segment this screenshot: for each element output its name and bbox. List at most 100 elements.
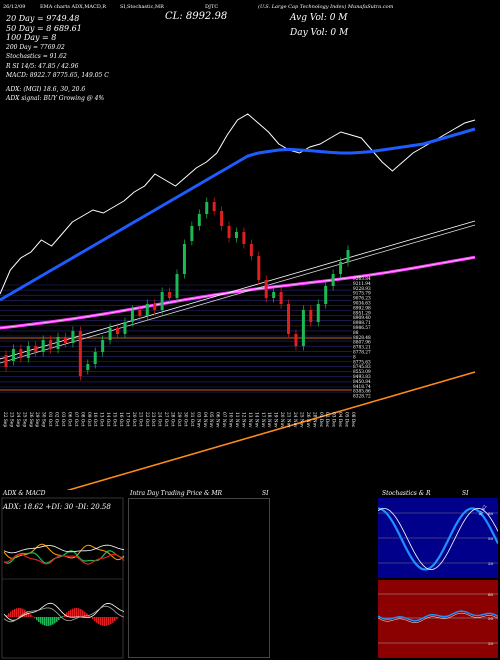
date-tick-label: 07 Nov <box>221 412 226 428</box>
price-tick-label: 9263.84 <box>353 277 371 282</box>
price-tick-label: 8807.96 <box>353 341 371 346</box>
indicator-list: EMA charts ADX,MACD,R <box>40 4 107 10</box>
macd-bar <box>76 608 78 617</box>
date-tick-label: 27 Oct <box>163 412 168 427</box>
macd-bar <box>96 617 98 623</box>
rsi-level-label: 50 <box>488 616 494 621</box>
price-tick-label: 8778.27 <box>353 351 371 356</box>
date-tick-label: 26 Nov <box>305 412 310 428</box>
macd-bar <box>64 614 66 617</box>
price-tick-label: 8988.71 <box>353 321 371 326</box>
date-tick-label: 21 Nov <box>286 412 291 428</box>
adx-values: ADX: 18.62 +DI: 30 -DI: 20.58 <box>3 503 111 511</box>
date-tick-label: 28 Oct <box>170 412 175 427</box>
date-tick-label: 18 Nov <box>266 412 271 428</box>
adx-macd-panel <box>1 497 125 659</box>
macd-bar <box>20 608 22 617</box>
macd-bar <box>44 617 46 626</box>
info-adx: ADX: (MGI) 18.6, 30, 20.6 <box>6 85 86 93</box>
date-tick-label: 23 Sep <box>8 412 13 427</box>
magenta-band <box>0 255 476 330</box>
candle-body <box>26 346 30 358</box>
price-tick-label: 9175.79 <box>353 292 371 297</box>
macd-bar <box>42 617 44 625</box>
price-tick-label: 8992.98 <box>353 306 371 311</box>
rsi-bg <box>378 580 498 658</box>
macd-bar <box>70 609 72 617</box>
candle-body <box>272 292 276 298</box>
macd-bar <box>110 617 112 625</box>
date-tick-label: 30 Oct <box>182 412 187 427</box>
date-tick-label: 16 Oct <box>118 412 123 427</box>
macd-bar <box>104 617 106 626</box>
candle-body <box>71 331 75 343</box>
date-tick-label: 06 Oct <box>66 412 71 427</box>
date-tick-label: 25 Sep <box>21 412 26 427</box>
date-tick-label: 09 Oct <box>86 412 91 427</box>
date-tick-label: 05 Nov <box>208 412 213 428</box>
macd-bar <box>52 617 54 625</box>
date-tick-label: 03 Nov <box>195 412 200 428</box>
date-tick-label: 29 Sep <box>34 412 39 427</box>
date-tick-label: 31 Oct <box>189 412 194 427</box>
macd-bar <box>8 613 10 617</box>
macd-bar <box>48 617 50 626</box>
date-tick-label: 03 Oct <box>60 412 65 427</box>
macd-bar <box>28 612 30 617</box>
candle-body <box>101 340 105 352</box>
date-tick-label: 17 Nov <box>260 412 265 428</box>
price-tick-label: 8553.09 <box>353 370 371 375</box>
date-tick-label: 04 Dec <box>337 412 342 428</box>
macd-bar <box>94 617 96 622</box>
ema-line <box>0 113 476 295</box>
macd-bar <box>108 617 110 626</box>
candle-body <box>93 352 97 364</box>
macd-bar <box>30 614 32 617</box>
price-tick-label: 8951.29 <box>353 311 371 316</box>
date-tick-label: 07 Oct <box>73 412 78 427</box>
price-tick-label: 9034.63 <box>353 302 371 307</box>
candle-body <box>205 202 209 214</box>
macd-bar <box>92 617 94 620</box>
day-volume: Day Vol: 0 M <box>290 28 349 38</box>
macd-bar <box>78 608 80 617</box>
candle-body <box>234 232 238 238</box>
price-chart: 9263.849211.949228.939175.799076.239034.… <box>0 113 476 490</box>
date-tick-label: 01 Oct <box>47 412 52 427</box>
macd-bar <box>12 610 14 617</box>
info-ema20: 20 Day = 9749.48 <box>6 14 80 23</box>
candle-body <box>78 331 82 376</box>
price-tick-label: 88 <box>353 331 359 336</box>
rsi-ref-line <box>378 612 498 623</box>
date-tick-label: 24 Sep <box>15 412 20 427</box>
candle-body <box>56 337 60 349</box>
macd-bar <box>34 617 36 619</box>
info-ema100: 100 Day = 8 <box>6 33 57 42</box>
info-macd: MACD: 8922.7 8775.65, 149.05 C <box>6 72 109 79</box>
date-tick-label: 01 Dec <box>318 412 323 428</box>
candle-body <box>339 262 343 274</box>
candle-body <box>294 334 298 346</box>
info-stochastics: Stochastics = 91.62 <box>6 53 67 60</box>
date-tick-label: 24 Nov <box>292 412 297 428</box>
macd-bar <box>72 608 74 617</box>
close-price: CL: 8992.98 <box>165 11 228 22</box>
price-tick-label: 8909.40 <box>353 316 371 321</box>
macd-bar <box>50 617 52 626</box>
adx-macd-title: ADX & MACD <box>3 490 46 497</box>
stoch-level-label: 80 <box>488 511 494 516</box>
candle-body <box>108 328 112 340</box>
candle-body <box>175 274 179 298</box>
ema-line <box>0 224 476 364</box>
info-ema50: 50 Day = 8 689.61 <box>6 23 82 33</box>
macd-bar <box>82 610 84 617</box>
date-tick-label: 14 Nov <box>253 412 258 428</box>
candle-body <box>41 340 45 352</box>
info-adx-signal: ADX signal: BUY Growing @ 4% <box>6 95 105 102</box>
macd-bar <box>18 608 20 617</box>
candle-body <box>264 280 268 298</box>
stoch-mr-label: SI,Stochastic,MR <box>120 4 164 10</box>
price-tick-label: 8328.72 <box>353 395 371 400</box>
macd-signal-line <box>3 605 125 623</box>
ema-line <box>66 371 476 490</box>
